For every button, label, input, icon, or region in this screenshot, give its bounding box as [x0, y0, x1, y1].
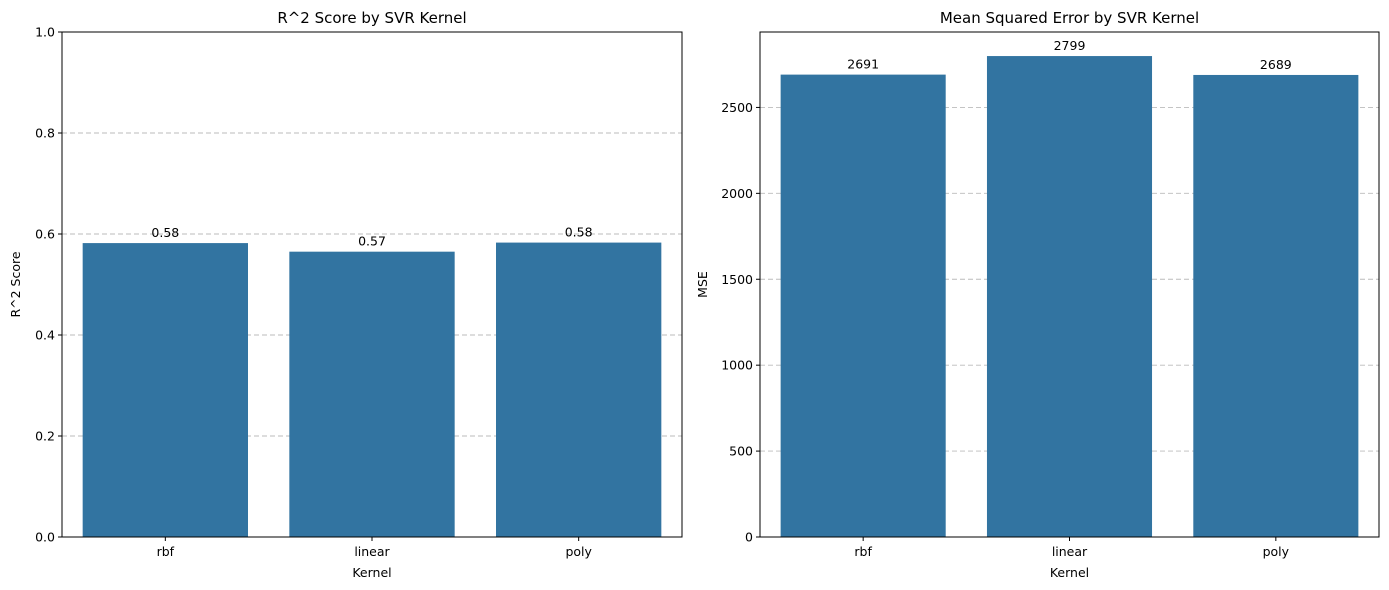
data-label-linear: 0.57: [358, 234, 386, 249]
y-tick-label: 1000: [721, 358, 753, 373]
data-label-poly: 0.58: [565, 225, 593, 240]
x-axis-label: Kernel: [352, 565, 391, 580]
y-tick-label: 0.2: [35, 429, 55, 444]
chart-panel-2: 2691 2799 2689 0 500 1000 1500 2000 2500 rbf linea…: [695, 9, 1380, 580]
x-tick-label-linear: linear: [1052, 544, 1088, 559]
x-tick-label-poly: poly: [1263, 544, 1290, 559]
x-tick-label-rbf: rbf: [157, 544, 175, 559]
bar-poly: [496, 242, 662, 537]
x-tick-label-rbf: rbf: [854, 544, 872, 559]
y-tick-label: 1500: [721, 272, 753, 287]
x-tick-label-poly: poly: [565, 544, 592, 559]
bar-rbf: [82, 243, 249, 537]
y-axis-label: MSE: [695, 271, 710, 298]
y-tick-label: 0.4: [35, 328, 55, 343]
y-tick-label: 0: [745, 530, 753, 545]
x-axis-label: Kernel: [1050, 565, 1089, 580]
y-axis-label: R^2 Score: [8, 251, 23, 317]
x-tick-label-linear: linear: [354, 544, 390, 559]
chart-panel-1: 0.58 0.57 0.58 0.0 0.2 0.4 0.6 0.8 1.0 rbf linear p…: [8, 9, 683, 580]
y-tick-label: 2500: [721, 100, 753, 115]
bar-rbf: [780, 74, 946, 538]
chart-title: R^2 Score by SVR Kernel: [277, 9, 466, 27]
data-label-rbf: 0.58: [151, 225, 179, 240]
bar-linear: [986, 56, 1153, 538]
y-tick-label: 2000: [721, 186, 753, 201]
y-tick-label: 0.6: [35, 227, 55, 242]
data-label-rbf: 2691: [847, 57, 879, 72]
y-tick-label: 1.0: [35, 25, 55, 40]
y-tick-label: 500: [729, 444, 753, 459]
y-tick-label: 0.8: [35, 126, 55, 141]
data-label-linear: 2799: [1054, 38, 1086, 53]
bar-linear: [289, 251, 455, 538]
chart-title: Mean Squared Error by SVR Kernel: [940, 9, 1199, 27]
bar-poly: [1193, 74, 1359, 537]
data-label-poly: 2689: [1260, 57, 1292, 72]
y-tick-label: 0.0: [35, 530, 55, 545]
